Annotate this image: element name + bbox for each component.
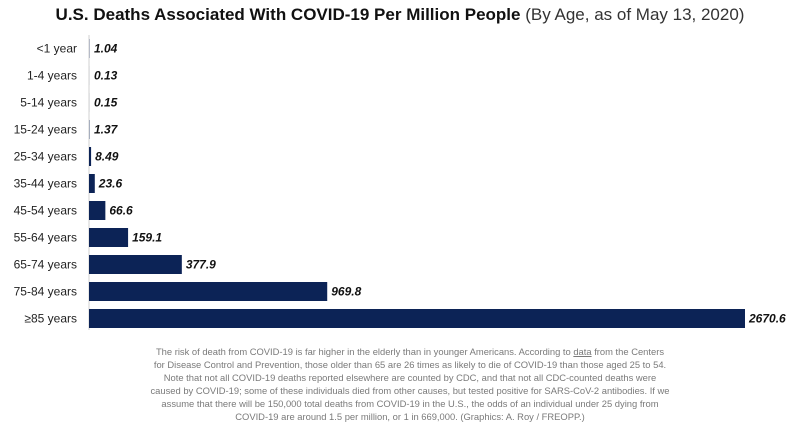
value-label: 1.04 <box>94 42 118 56</box>
category-label: ≥85 years <box>24 312 77 326</box>
bar <box>89 228 129 247</box>
bar <box>89 282 328 301</box>
value-label: 969.8 <box>331 285 361 299</box>
chart-caption: The risk of death from COVID-19 is far h… <box>150 345 670 423</box>
bar <box>89 201 106 220</box>
value-label: 377.9 <box>186 258 216 272</box>
category-label: 65-74 years <box>14 258 77 272</box>
value-label: 8.49 <box>95 150 119 164</box>
chart-title: U.S. Deaths Associated With COVID-19 Per… <box>0 5 800 25</box>
caption-text-1: The risk of death from COVID-19 is far h… <box>155 346 574 357</box>
bar <box>89 174 95 193</box>
value-label: 23.6 <box>98 177 123 191</box>
bar-chart: <1 year 1.04 1-4 years 0.13 5-14 years 0.15 15… <box>14 35 786 330</box>
caption-data-link[interactable]: data <box>573 346 592 357</box>
bar <box>89 255 182 274</box>
category-label: 5-14 years <box>20 96 77 110</box>
bar <box>89 309 745 328</box>
category-label: <1 year <box>37 42 77 56</box>
category-label: 35-44 years <box>14 177 77 191</box>
category-label: 15-24 years <box>14 123 77 137</box>
category-label: 75-84 years <box>14 285 77 299</box>
value-label: 0.13 <box>94 69 118 83</box>
chart-title-main: U.S. Deaths Associated With COVID-19 Per… <box>55 5 521 24</box>
category-label: 55-64 years <box>14 231 77 245</box>
category-label: 45-54 years <box>14 204 77 218</box>
value-label: 1.37 <box>94 123 119 137</box>
value-label: 2670.6 <box>748 312 786 326</box>
category-label: 1-4 years <box>27 69 77 83</box>
value-label: 159.1 <box>132 231 162 245</box>
caption-text-2: from the Centers for Disease Control and… <box>150 346 670 422</box>
value-label: 0.15 <box>94 96 118 110</box>
bar <box>89 147 92 166</box>
category-label: 25-34 years <box>14 150 77 164</box>
chart-title-sub: (By Age, as of May 13, 2020) <box>525 5 745 24</box>
value-label: 66.6 <box>109 204 133 218</box>
